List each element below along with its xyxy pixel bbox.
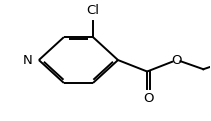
Text: Cl: Cl — [87, 4, 100, 17]
Text: N: N — [23, 54, 33, 67]
Text: O: O — [171, 54, 181, 67]
Text: O: O — [143, 92, 154, 105]
